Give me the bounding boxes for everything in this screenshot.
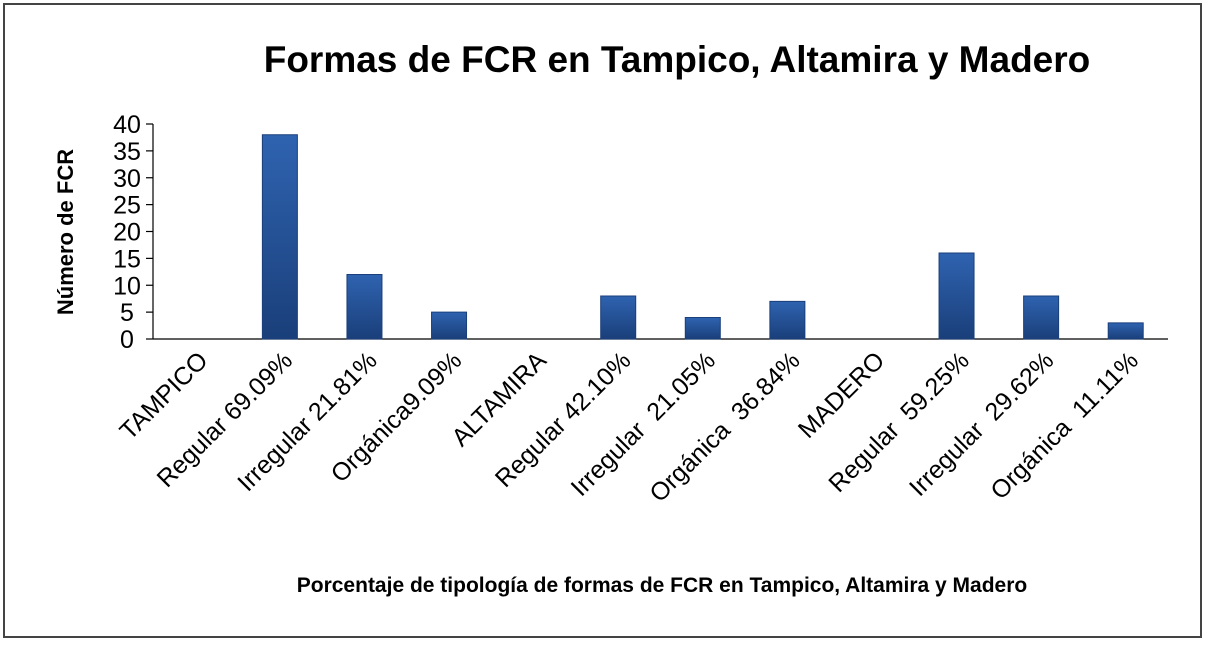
bar: [769, 300, 806, 340]
x-tick-label: Orgánica 36.84%: [644, 346, 805, 507]
y-tick-label: 35: [113, 138, 141, 166]
bar: [261, 134, 298, 340]
bars-group: [261, 134, 1144, 340]
y-tick-label: 20: [113, 219, 141, 247]
x-tick-label: Irregular 29.62%: [904, 346, 1059, 501]
y-tick-label: 5: [120, 299, 134, 327]
x-tick-label: Irregular 21.05%: [566, 346, 721, 501]
y-axis-label: Número de FCR: [53, 149, 78, 315]
y-tick-label: 25: [113, 192, 141, 220]
x-tick-label: Orgánica 11.11%: [985, 346, 1144, 505]
y-tick-label: 15: [113, 245, 141, 273]
bar: [938, 252, 975, 340]
y-tick-label: 0: [120, 326, 134, 354]
bar: [346, 274, 383, 340]
bar: [684, 317, 721, 340]
bar: [1023, 295, 1060, 340]
bar: [600, 295, 637, 340]
bar: [431, 311, 468, 340]
y-tick-label: 10: [113, 272, 141, 300]
y-tick-label: 40: [113, 111, 141, 139]
y-tick-label: 30: [113, 165, 141, 193]
bar: [1107, 322, 1144, 340]
chart-title: Formas de FCR en Tampico, Altamira y Mad…: [264, 39, 1091, 80]
x-tick-label: Regular 59.25%: [823, 346, 974, 497]
x-axis-label: Porcentaje de tipología de formas de FCR…: [297, 574, 1028, 597]
